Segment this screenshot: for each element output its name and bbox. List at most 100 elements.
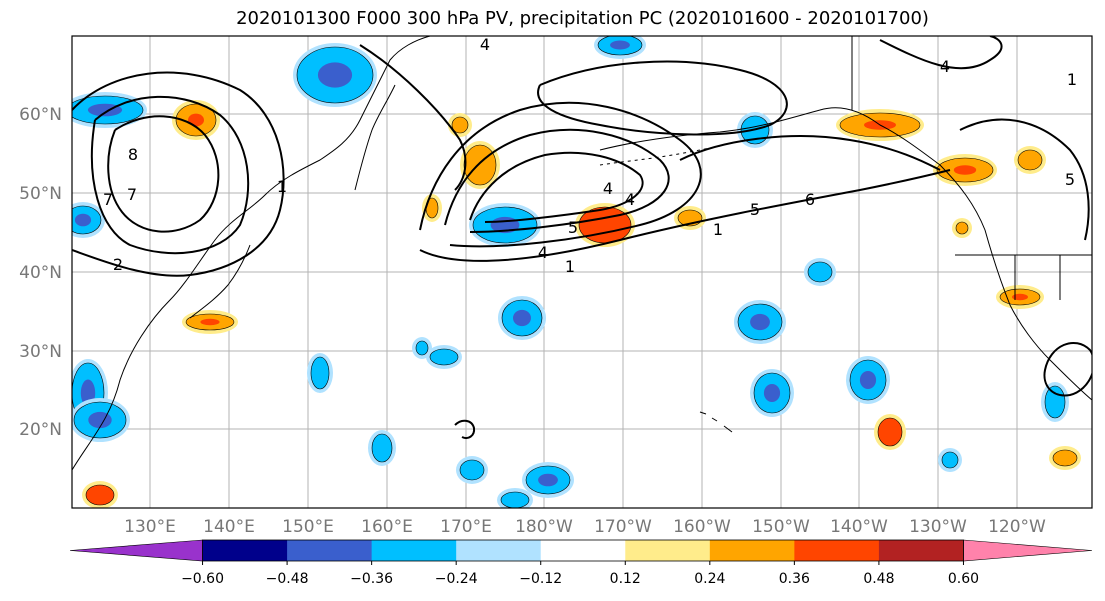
pv-contour-label-0: 1 <box>565 257 575 276</box>
pv-contour-label-16: 5 <box>1065 170 1075 189</box>
lat-label-1: 50°N <box>19 184 62 204</box>
lon-label-9: 140°W <box>830 517 888 537</box>
colorbar-segment-0 <box>69 539 203 562</box>
lat-label-4: 20°N <box>19 420 62 440</box>
precip-blob-25 <box>72 398 130 442</box>
precip-blob-27 <box>456 456 488 484</box>
pv-contour-label-15: 4 <box>940 57 950 76</box>
lon-label-8: 150°W <box>752 517 810 537</box>
pv-contour-13 <box>454 419 476 439</box>
pv-contour-11 <box>959 118 1090 241</box>
pv-contour-label-9: 5 <box>568 218 578 237</box>
precip-blob-14 <box>996 285 1044 309</box>
coastline-na-west <box>939 164 1092 401</box>
pv-contour-label-6: 7 <box>127 185 137 204</box>
colorbar-tick-3: −0.24 <box>435 571 478 587</box>
lon-label-0: 130°E <box>124 517 176 537</box>
colorbar-segment-7 <box>709 540 795 561</box>
lon-label-11: 120°W <box>988 517 1046 537</box>
precip-blob-11 <box>1014 146 1046 174</box>
colorbar-tick-5: 0.12 <box>610 571 641 587</box>
colorbar-segment-6 <box>625 540 711 561</box>
pv-contour-9 <box>679 135 941 171</box>
precip-blob-26 <box>368 430 396 466</box>
colorbar-tick-9: 0.60 <box>948 571 979 587</box>
precip-blob-17 <box>734 300 786 344</box>
pv-contour-1 <box>72 71 285 277</box>
precip-blob-10 <box>933 154 997 186</box>
pv-contour-3 <box>107 115 220 233</box>
precip-blob-29 <box>497 488 533 508</box>
lon-label-6: 170°W <box>594 517 652 537</box>
colorbar-tick-0: −0.60 <box>181 571 224 587</box>
country-border <box>851 36 1092 300</box>
precip-blob-31 <box>1049 446 1081 470</box>
pv-contour-7 <box>469 151 644 223</box>
pv-contour-label-10: 4 <box>625 190 635 209</box>
colorbar-segment-8 <box>794 540 880 561</box>
colorbar-segment-9 <box>878 540 964 561</box>
colorbar-tick-4: −0.12 <box>519 571 562 587</box>
lon-label-1: 140°E <box>203 517 255 537</box>
pv-contour-label-8: 8 <box>128 145 138 164</box>
precip-blob-34 <box>422 194 442 222</box>
precip-blob-22 <box>846 356 890 404</box>
colorbar-segment-4 <box>456 540 542 561</box>
precip-blob-13 <box>804 258 836 286</box>
precip-blob-16 <box>498 296 546 340</box>
precip-blob-2 <box>293 43 377 107</box>
precip-blob-28 <box>522 462 574 498</box>
precip-blob-35 <box>938 448 962 472</box>
precip-blob-18 <box>307 353 333 393</box>
pv-contour-label-7: 7 <box>103 190 113 209</box>
pv-contour-6 <box>444 128 670 233</box>
coastline-kamchatka <box>354 84 396 191</box>
pv-contour-label-11: 5 <box>750 200 760 219</box>
lon-label-4: 170°E <box>440 517 492 537</box>
colorbar-segment-5 <box>540 540 626 561</box>
colorbar-tick-8: 0.48 <box>863 571 894 587</box>
pv-contour-4 <box>419 169 951 262</box>
precip-blob-4 <box>72 202 105 238</box>
precip-blob-36 <box>952 218 972 238</box>
pv-contour-label-5: 1 <box>277 177 287 196</box>
lon-label-2: 150°E <box>282 517 334 537</box>
latitude-labels: 60°N 50°N 40°N 30°N 20°N <box>19 105 62 440</box>
pv-contours <box>72 36 1092 439</box>
lon-label-7: 160°W <box>673 517 731 537</box>
longitude-labels: 130°E 140°E 150°E 160°E 170°E 180°W 170°W 160°W… <box>124 517 1046 537</box>
precip-blob-30 <box>1041 382 1069 422</box>
precip-blob-15 <box>182 310 238 334</box>
precip-blob-33 <box>448 113 472 137</box>
pv-contour-8 <box>537 60 788 136</box>
precip-blob-19 <box>426 345 462 369</box>
pv-contour-label-4: 2 <box>113 255 123 274</box>
precip-blob-20 <box>412 337 432 359</box>
colorbar-tick-7: 0.36 <box>779 571 810 587</box>
pv-contour-12 <box>1043 341 1092 397</box>
pv-contour-label-1: 4 <box>538 243 548 262</box>
pv-contour-label-2: 4 <box>603 179 613 198</box>
coastline-alaska <box>599 107 941 166</box>
colorbar-segment-3 <box>371 540 457 561</box>
pv-contour-label-3: 4 <box>480 35 490 54</box>
pv-contour-14 <box>359 44 467 191</box>
lon-label-3: 160°E <box>361 517 413 537</box>
coastline-asia <box>72 36 431 471</box>
pv-contour-label-12: 6 <box>805 190 815 209</box>
map-border <box>71 35 1093 509</box>
pv-contour-label-13: 1 <box>713 220 723 239</box>
colorbar-tick-1: −0.48 <box>266 571 309 587</box>
map-title: 2020101300 F000 300 hPa PV, precipitatio… <box>236 8 929 29</box>
pv-contour-label-14: 1 <box>1067 70 1077 89</box>
lon-label-10: 130°W <box>909 517 967 537</box>
precip-blob-21 <box>750 369 794 417</box>
lat-label-0: 60°N <box>19 105 62 125</box>
colorbar-segment-1 <box>202 540 288 561</box>
precip-blob-3 <box>594 36 646 59</box>
lon-label-5: 180°W <box>515 517 573 537</box>
precip-blob-32 <box>82 481 118 508</box>
pv-contour-2 <box>90 95 250 255</box>
